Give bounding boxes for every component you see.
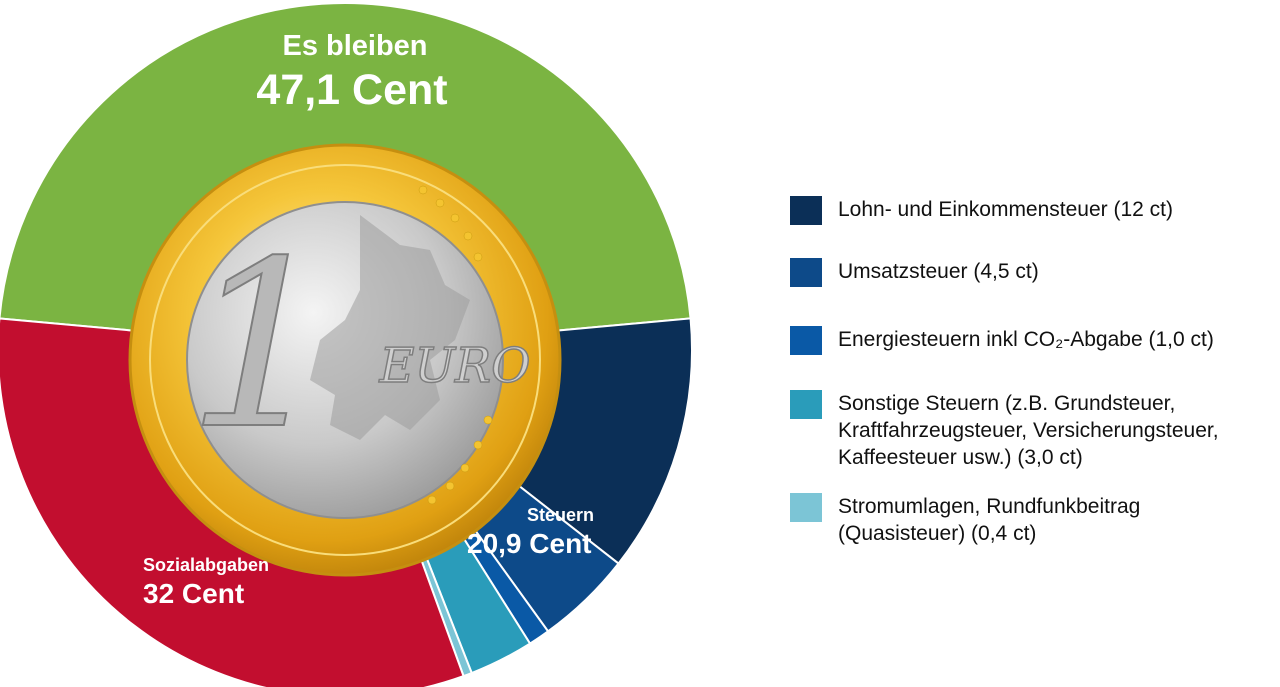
legend-swatch [790, 196, 822, 225]
legend-label: Lohn- und Einkommensteuer (12 ct) [838, 198, 1174, 221]
taxes-title: Steuern [527, 505, 595, 525]
legend-label: Stromumlagen, Rundfunkbeitrag (Quasisteu… [838, 495, 1141, 545]
social-contributions-title: Sozialabgaben [143, 555, 270, 575]
coin-number: 1 [187, 213, 333, 480]
taxes-value: 20,9 Cent [467, 528, 592, 559]
legend-label: Sonstige Steuern (z.B. Grundsteuer, Kraf… [838, 392, 1219, 469]
euro-coin-image: 1 EURO [128, 143, 562, 577]
legend-swatch [790, 390, 822, 419]
legend-swatch [790, 326, 822, 355]
legend-label: Energiesteuern inkl CO₂-Abgabe (1,0 ct) [838, 328, 1214, 351]
legend-swatch [790, 258, 822, 287]
legend-swatch [790, 493, 822, 522]
pie-chart: 1 EURO [0, 2, 693, 687]
remaining-value: 47,1 Cent [256, 66, 448, 114]
social-contributions-value: 32 Cent [143, 578, 245, 609]
legend-label: Umsatzsteuer (4,5 ct) [838, 260, 1039, 283]
coin-currency: EURO [379, 338, 531, 394]
remaining-title: Es bleiben [282, 30, 428, 62]
